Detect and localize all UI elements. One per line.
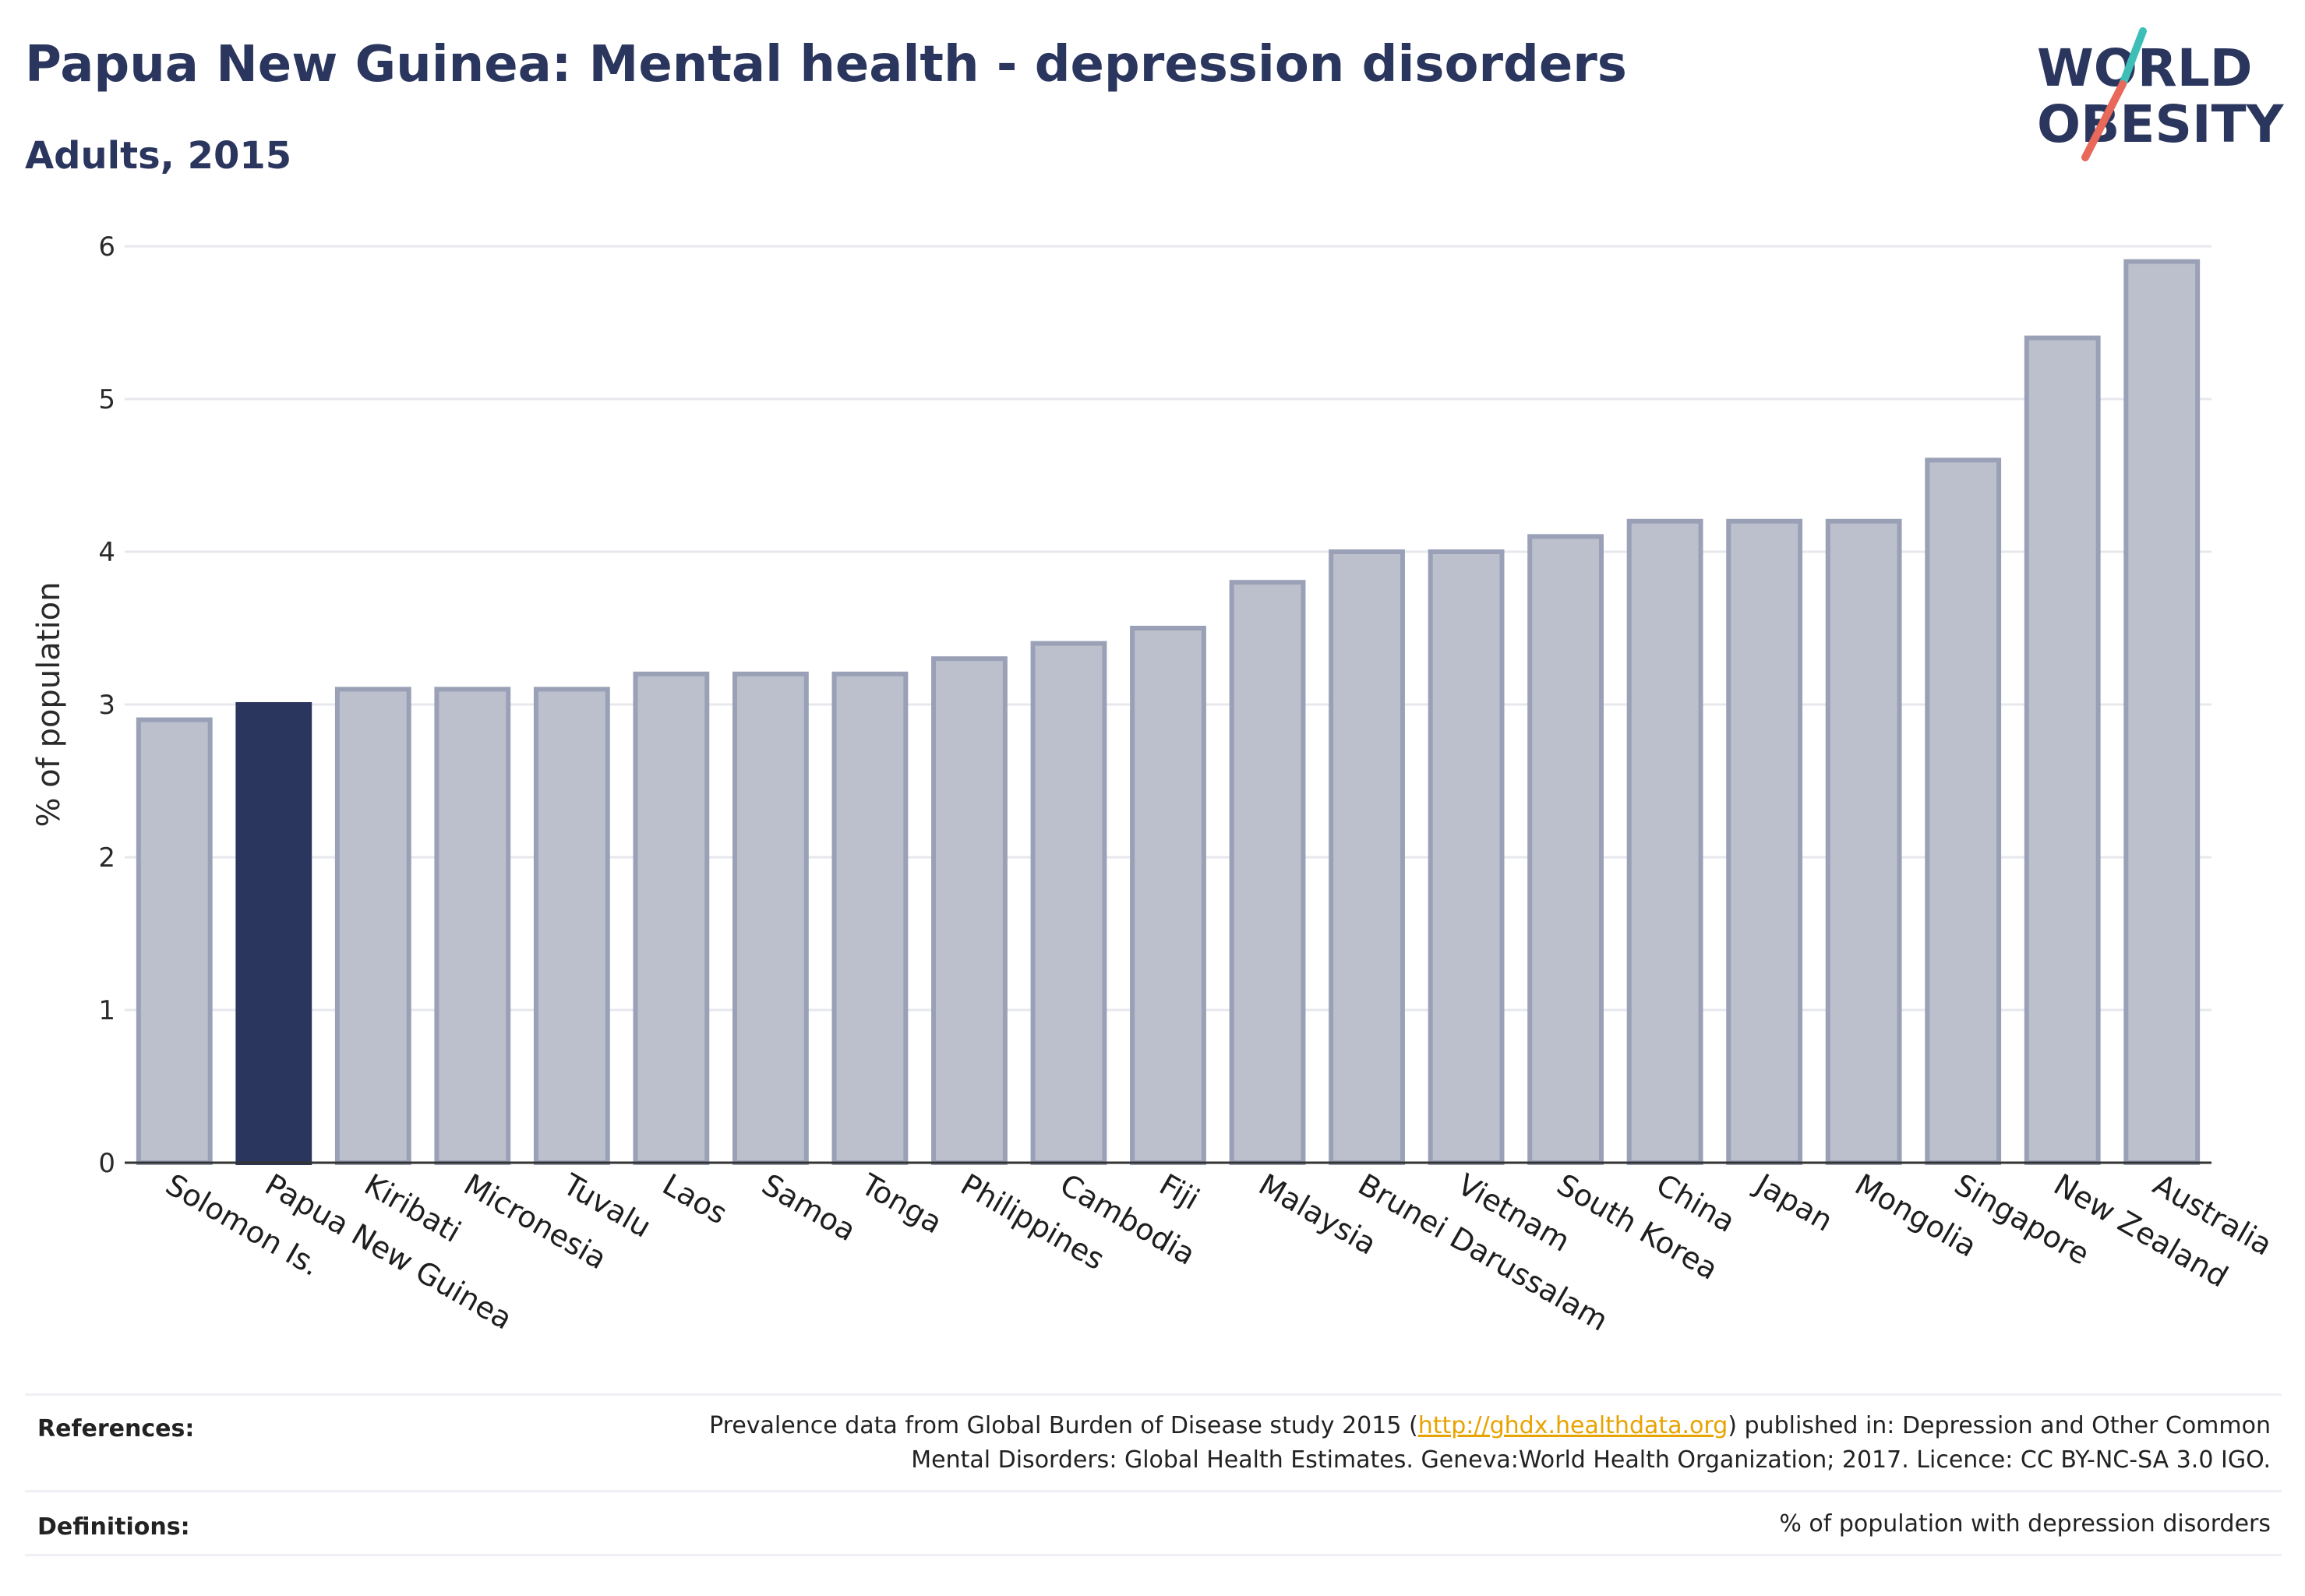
bar (2123, 259, 2201, 1166)
references-label: References: (37, 1415, 195, 1442)
bar (1925, 457, 2002, 1165)
bar (1626, 518, 1703, 1165)
bar (1825, 518, 1902, 1165)
x-tick-label: Fiji (1154, 1167, 1205, 1216)
logo-slash-teal (2119, 27, 2147, 88)
y-tick-label: 0 (98, 1148, 115, 1179)
world-obesity-logo: WORLD OBESITY (2037, 27, 2285, 161)
logo-line-2: OBESITY (2037, 94, 2285, 154)
chart-title: Papua New Guinea: Mental health - depres… (25, 36, 1627, 94)
references-pre: Prevalence data from Global Burden of Di… (709, 1412, 1418, 1439)
references-text: Prevalence data from Global Burden of Di… (709, 1409, 2271, 1478)
bar (334, 687, 411, 1165)
logo-slash-coral (2081, 80, 2127, 161)
bar (931, 656, 1008, 1165)
bar (533, 687, 610, 1165)
bar (136, 717, 213, 1165)
bar (1130, 626, 1206, 1165)
x-tick-label: Laos (657, 1167, 733, 1231)
bar (732, 671, 809, 1165)
y-tick-label: 1 (98, 995, 115, 1026)
chart-subtitle: Adults, 2015 (25, 134, 292, 178)
bar (2024, 335, 2101, 1166)
bar (1428, 549, 1505, 1165)
x-tick-label: Tonga (855, 1167, 948, 1240)
bar (1329, 549, 1405, 1165)
bar (633, 671, 710, 1165)
bar (831, 671, 909, 1165)
footer-divider-bottom (25, 1554, 2282, 1556)
definitions-label: Definitions: (37, 1513, 190, 1541)
definitions-text: % of population with depression disorder… (1779, 1510, 2271, 1538)
footer-divider-middle (25, 1490, 2282, 1492)
x-tick-label: Japan (1749, 1167, 1839, 1238)
references-line-1: Prevalence data from Global Burden of Di… (709, 1409, 2271, 1443)
references-post: ) published in: Depression and Other Com… (1728, 1412, 2271, 1439)
y-tick-label: 6 (98, 231, 115, 263)
y-tick-label: 4 (98, 537, 115, 568)
x-tick-label: Samoa (756, 1167, 861, 1248)
footer-divider-top (25, 1393, 2282, 1396)
logo-line-1: WORLD (2037, 38, 2253, 98)
y-axis-label: % of population (31, 582, 67, 828)
y-tick-label: 2 (98, 842, 115, 874)
references-line-2: Mental Disorders: Global Health Estimate… (911, 1446, 2271, 1474)
y-tick-label: 5 (98, 384, 115, 415)
bar (434, 687, 511, 1165)
bar (1527, 534, 1604, 1165)
bar (1229, 580, 1306, 1165)
references-link[interactable]: http://ghdx.healthdata.org (1417, 1412, 1728, 1439)
y-tick-label: 3 (98, 690, 115, 721)
bar (1030, 641, 1107, 1165)
bar (1726, 518, 1803, 1165)
bar-highlight (235, 702, 312, 1165)
